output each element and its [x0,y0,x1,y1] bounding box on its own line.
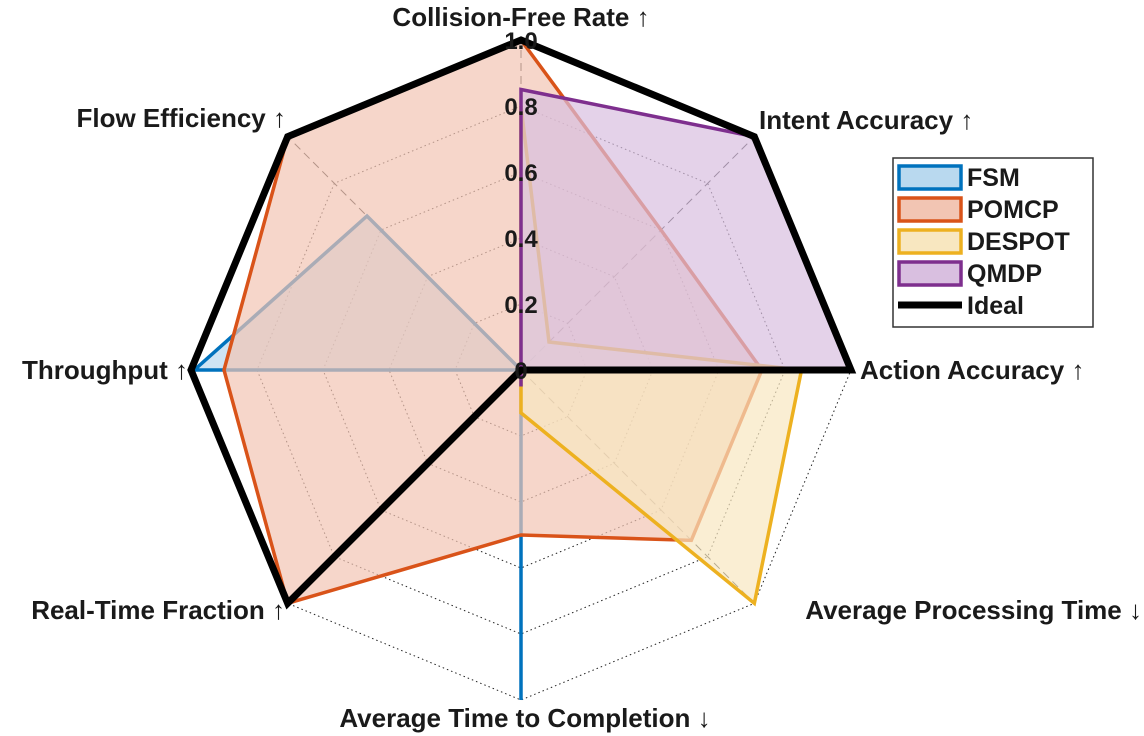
axis-label-average-processing-time: Average Processing Time ↓ [805,595,1142,625]
rtick-label: 0.4 [504,226,538,253]
axis-label-average-time-to-completion: Average Time to Completion ↓ [339,703,710,733]
legend-swatch-fsm [897,164,963,191]
legend-label-qmdp: QMDP [967,260,1042,288]
radial-ticks: 0 0.2 0.4 0.6 0.8 1.0 [504,28,538,385]
legend-label-ideal: Ideal [967,292,1024,320]
axis-label-action-accuracy: Action Accuracy ↑ [860,355,1084,385]
axis-label-real-time-fraction: Real-Time Fraction ↑ [31,595,285,625]
rtick-label: 0.6 [504,160,537,187]
axis-label-intent-accuracy: Intent Accuracy ↑ [759,105,973,135]
ideal-layer [187,36,857,610]
axis-label-collision-free-rate: Collision-Free Rate ↑ [392,2,649,32]
rtick-label: 0.2 [504,292,537,319]
rtick-label: 0.8 [504,94,537,121]
rtick-label: 0 [514,358,527,385]
rtick-label: 1.0 [504,28,537,55]
legend-swatch-despot [897,228,963,255]
legend-label-despot: DESPOT [967,228,1070,256]
legend-label-pomcp: POMCP [967,196,1059,224]
legend: FSM POMCP DESPOT QMDP Ideal [892,157,1094,328]
legend-swatch-pomcp [897,196,963,223]
axis-label-flow-efficiency: Flow Efficiency ↑ [77,103,287,133]
legend-swatch-qmdp [897,260,963,287]
legend-label-fsm: FSM [967,164,1020,192]
series-ideal [187,36,857,610]
axis-label-throughput: Throughput ↑ [22,355,188,385]
axis-labels: Collision-Free Rate ↑ Intent Accuracy ↑ Ac… [22,2,1142,733]
